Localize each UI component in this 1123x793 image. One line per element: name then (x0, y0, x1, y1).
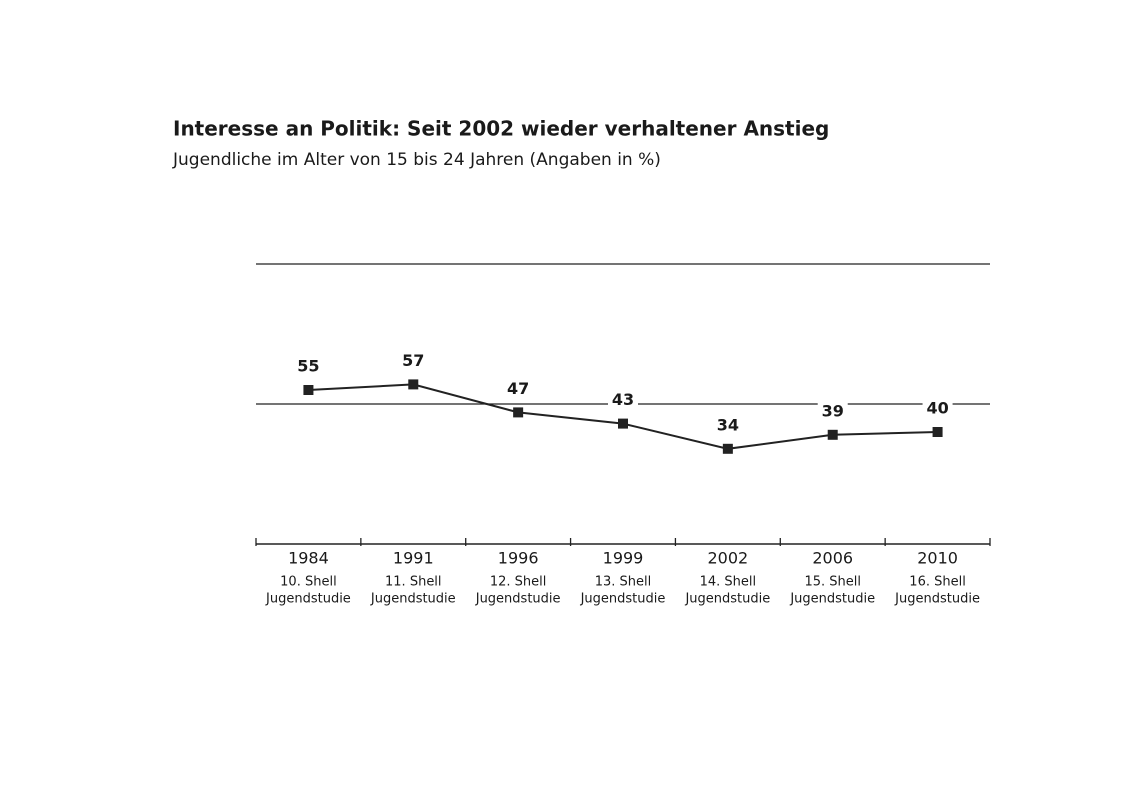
data-label: 47 (507, 379, 529, 398)
label-background (503, 378, 534, 399)
label-background (398, 350, 429, 371)
x-tick-note: 14. Shell (700, 575, 757, 590)
label-background (817, 400, 848, 421)
label-background (712, 414, 743, 435)
data-label: 34 (717, 415, 739, 434)
x-tick-label: 1984 (288, 549, 329, 568)
x-tick-label: 2006 (812, 549, 853, 568)
x-tick-note: Jugendstudie (684, 592, 770, 607)
x-tick-note: Jugendstudie (894, 592, 980, 607)
data-label: 55 (297, 357, 319, 376)
data-point (722, 443, 733, 454)
data-point (618, 418, 628, 429)
x-tick-note: Jugendstudie (475, 592, 561, 607)
data-label: 39 (822, 401, 844, 420)
x-tick-note: Jugendstudie (580, 592, 666, 607)
chart-subtitle: Jugendliche im Alter von 15 bis 24 Jahre… (172, 150, 661, 170)
x-tick-note: 15. Shell (804, 575, 861, 590)
data-point (932, 427, 943, 437)
x-tick-note: Jugendstudie (265, 592, 351, 607)
x-tick-note: 10. Shell (280, 575, 337, 590)
x-tick-label: 1991 (393, 549, 434, 568)
data-label: 57 (402, 351, 424, 370)
x-tick-label: 1999 (603, 549, 644, 568)
data-label: 40 (926, 399, 948, 418)
data-label: 43 (612, 390, 634, 409)
data-point (513, 407, 524, 418)
x-tick-note: Jugendstudie (789, 592, 875, 607)
x-tick-label: 1996 (498, 549, 539, 568)
x-tick-note: 12. Shell (490, 575, 547, 590)
x-tick-label: 2010 (917, 549, 958, 568)
chart-title: Interesse an Politik: Seit 2002 wieder v… (173, 117, 829, 141)
label-background (922, 398, 953, 418)
label-background (608, 389, 638, 410)
label-background (293, 356, 324, 376)
data-point (827, 429, 838, 440)
x-tick-note: 11. Shell (385, 575, 442, 590)
data-point (303, 385, 314, 395)
x-tick-note: 13. Shell (595, 575, 652, 590)
x-tick-label: 2002 (707, 549, 748, 568)
x-tick-note: Jugendstudie (370, 592, 456, 607)
x-tick-note: 16. Shell (909, 575, 966, 590)
data-point (408, 379, 419, 390)
